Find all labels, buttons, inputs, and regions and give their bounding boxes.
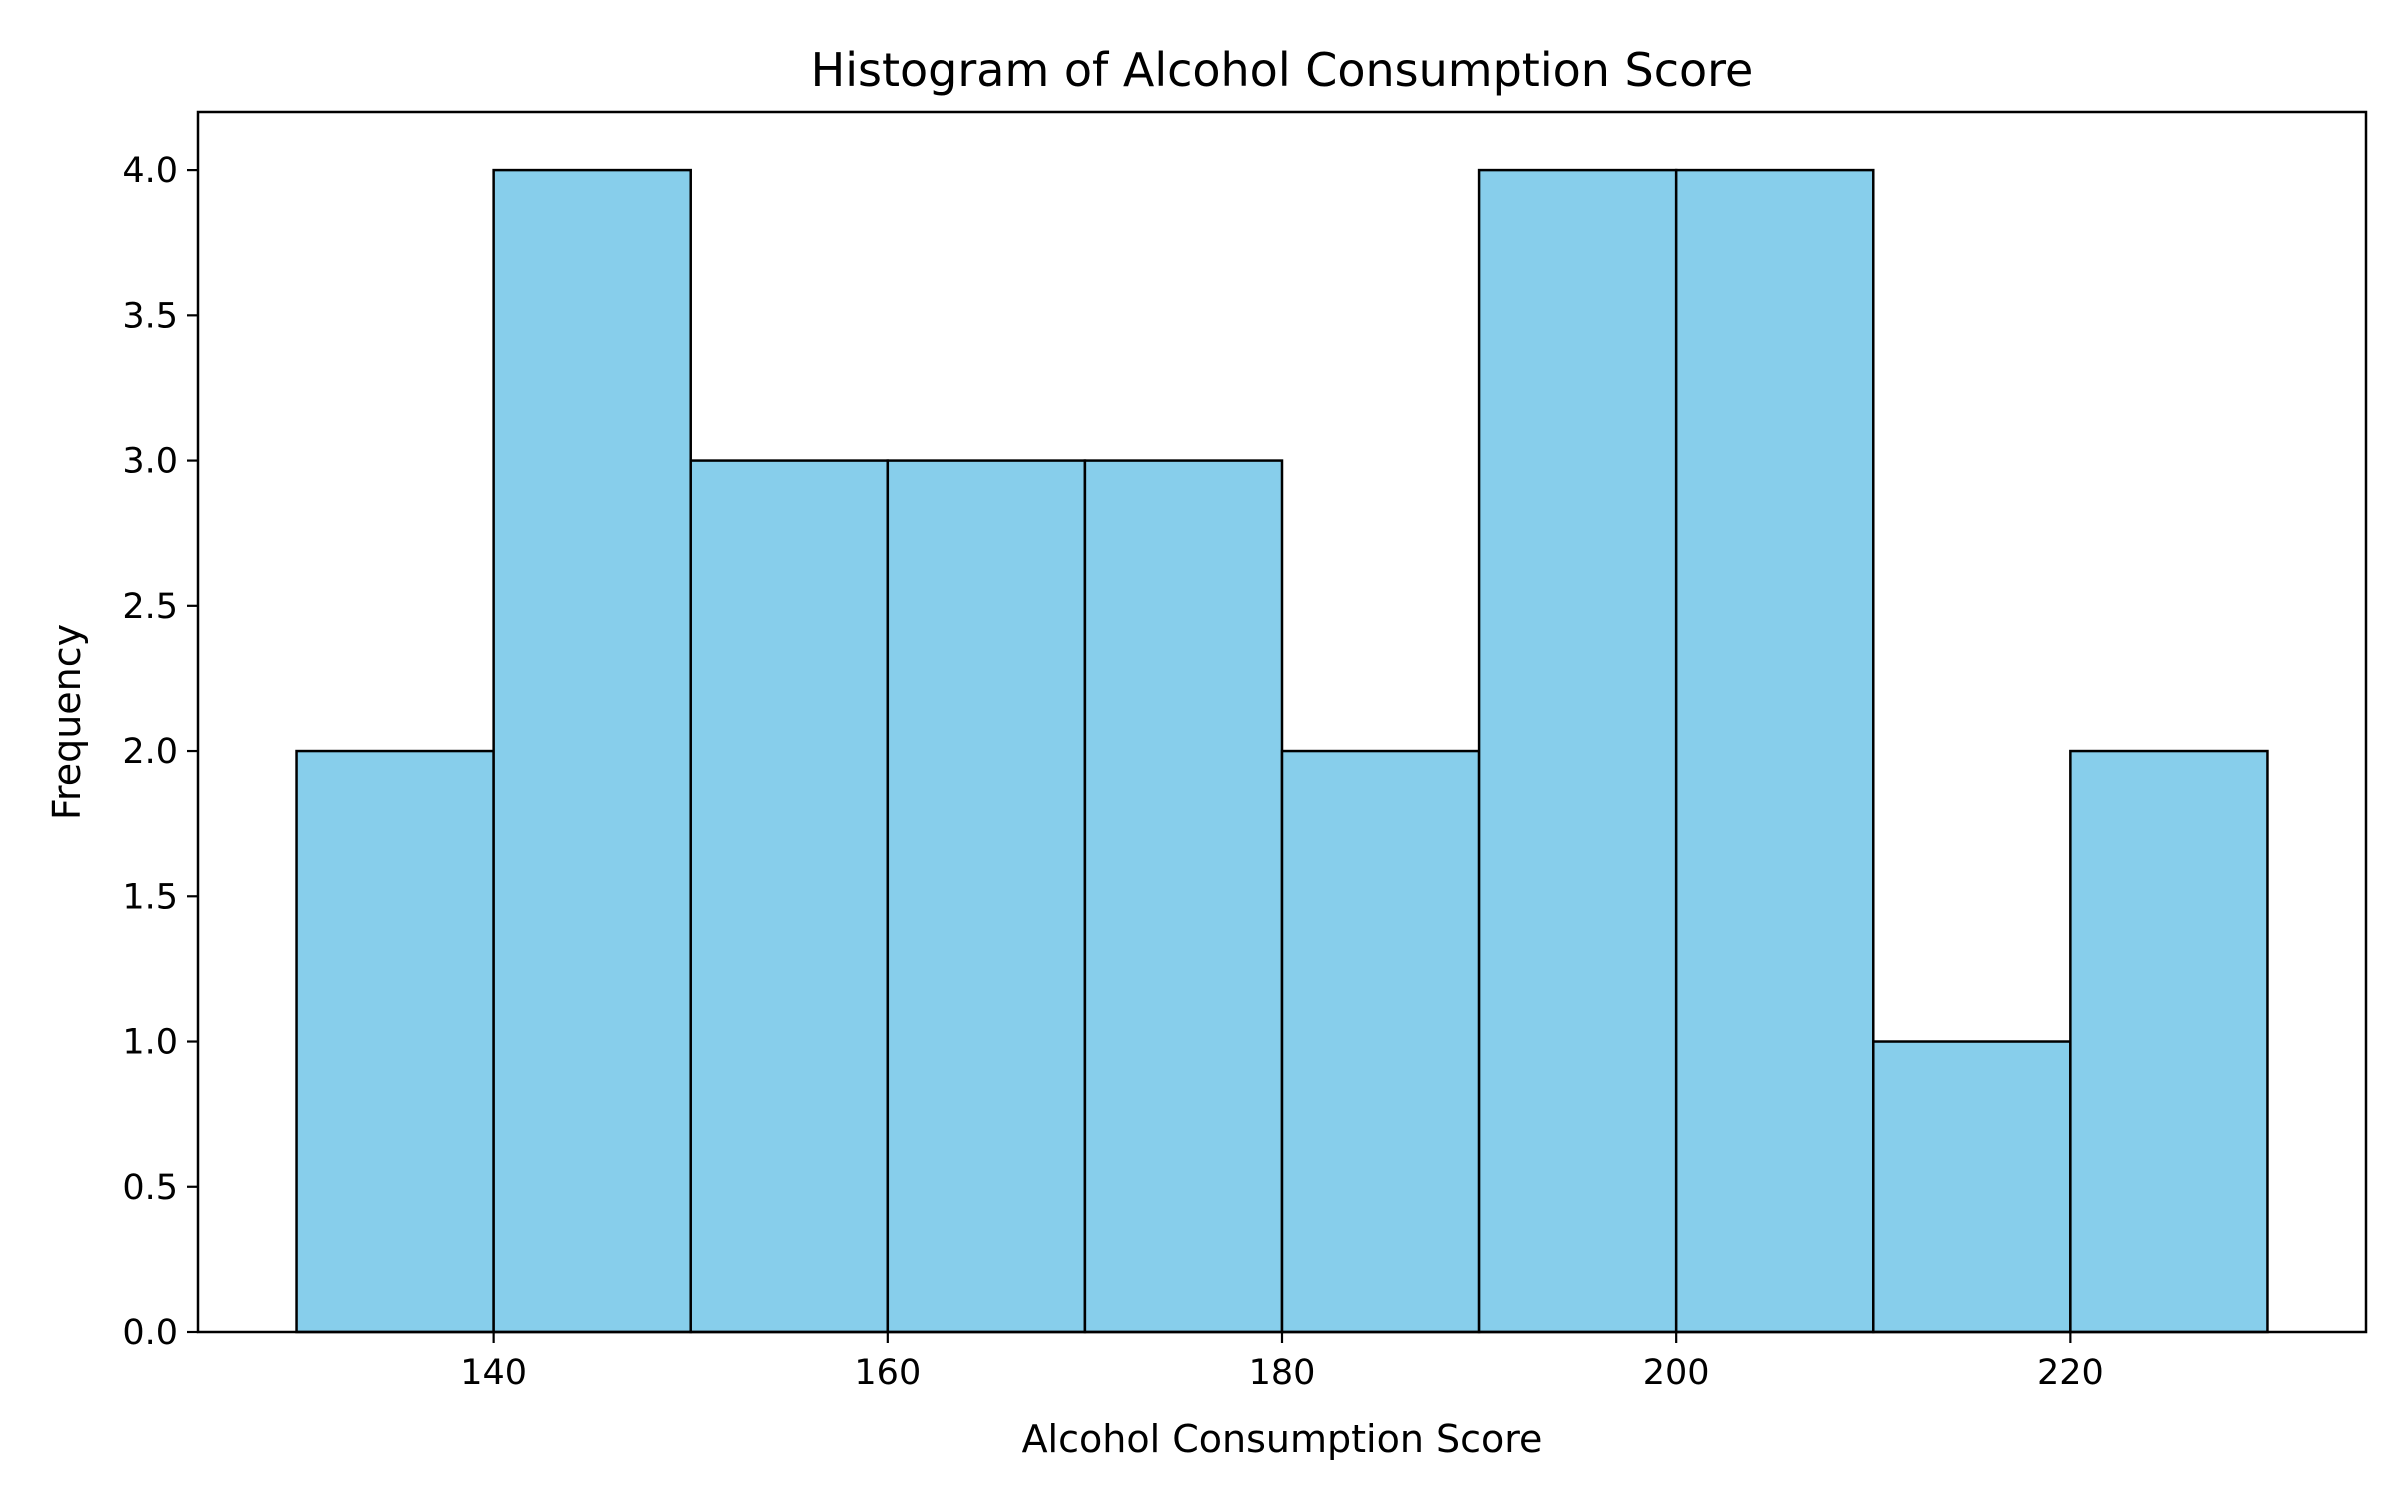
x-tick-label: 200 <box>1643 1353 1710 1393</box>
y-tick-label: 4.0 <box>122 151 178 191</box>
histogram-bar <box>689 459 890 1334</box>
y-tick-label: 3.0 <box>122 442 178 482</box>
histogram-bar <box>295 749 495 1334</box>
histogram-bar <box>1674 168 1875 1334</box>
histogram-bar <box>1477 168 1678 1334</box>
x-tick-label: 180 <box>1249 1353 1316 1393</box>
histogram-bar <box>1083 459 1284 1334</box>
y-tick-label: 1.5 <box>122 877 178 917</box>
histogram-bar <box>886 459 1087 1334</box>
y-tick-label: 1.0 <box>122 1023 178 1063</box>
chart-title: Histogram of Alcohol Consumption Score <box>811 43 1754 97</box>
histogram-bar <box>2069 749 2269 1334</box>
y-tick-label: 2.5 <box>122 587 178 627</box>
y-tick-label: 0.0 <box>122 1313 178 1353</box>
x-tick-label: 220 <box>2037 1353 2104 1393</box>
y-tick-label: 3.5 <box>122 296 178 336</box>
histogram-bar <box>1280 749 1481 1334</box>
x-axis-ticks: 140 160 180 200 220 <box>460 1332 2104 1393</box>
y-axis-label: Frequency <box>45 624 89 820</box>
x-tick-label: 160 <box>854 1353 921 1393</box>
histogram-bar <box>492 168 692 1334</box>
y-tick-label: 2.0 <box>122 732 178 772</box>
x-axis-label: Alcohol Consumption Score <box>1022 1417 1543 1461</box>
y-axis-ticks: 0.0 0.5 1.0 1.5 2.0 2.5 3.0 3.5 4.0 <box>122 151 198 1353</box>
histogram-bar <box>1872 1040 2072 1334</box>
x-tick-label: 140 <box>460 1353 527 1393</box>
y-tick-label: 0.5 <box>122 1168 178 1208</box>
bars-layer <box>295 168 2269 1334</box>
